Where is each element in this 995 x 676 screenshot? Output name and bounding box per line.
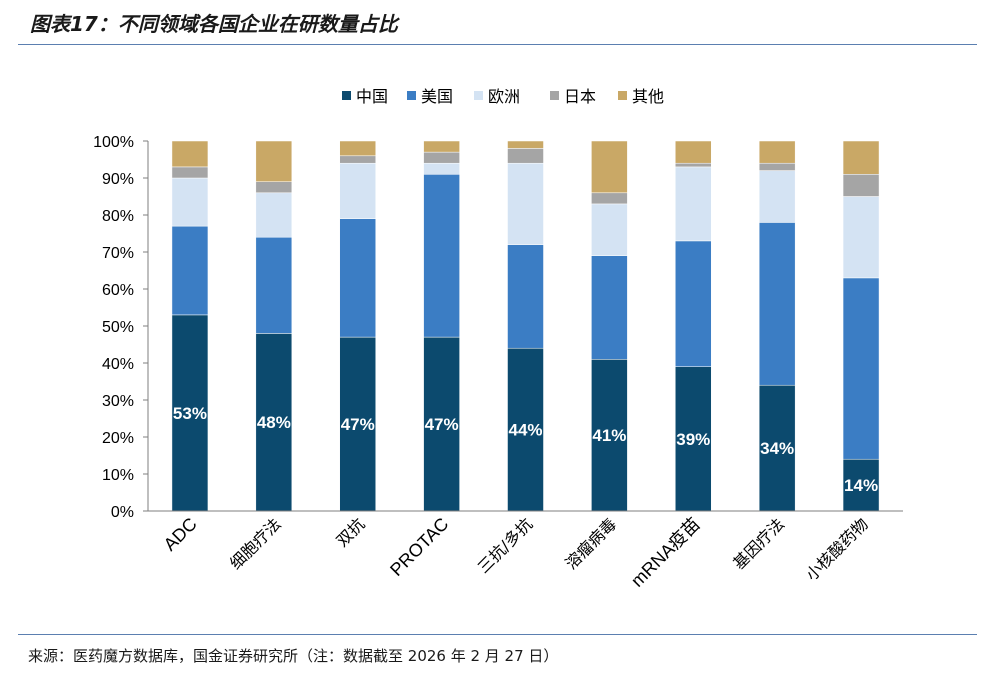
legend-label: 日本 [564,87,596,106]
legend-label: 其他 [632,87,664,106]
x-category-label: ADC [160,514,201,555]
bar-segment [675,162,712,168]
x-category-label: mRNA疫苗 [627,514,704,591]
y-tick-label: 50% [102,319,134,336]
bar-segment [423,336,460,512]
bar-segment [255,333,293,512]
y-tick-label: 60% [102,282,134,299]
x-axis: ADC 细胞疗法 双抗 PROTAC 三抗/多抗 溶瘤病毒 mRNA疫苗 基因疗法 小核酸药物 [148,510,903,591]
bar-segment [675,366,712,512]
bar-segment [171,140,209,168]
x-category-label: 基因疗法 [729,514,788,573]
x-category-label: 小核酸药物 [802,514,872,584]
stacked-bar-chart: 中国 美国 欧洲 日本 其他 0% 10% 20% 30% 40% 50% 60% 70% 80% 90%… [93,87,903,591]
bar-segment [675,240,712,367]
legend-label: 中国 [356,87,388,106]
y-tick-label: 80% [102,208,134,225]
legend-swatch [342,91,351,100]
x-category-label: 细胞疗法 [226,514,285,573]
data-label: 34% [760,439,794,458]
bar-segment [842,140,880,175]
x-category-label: 三抗/多抗 [474,514,537,577]
bar-segment [842,174,880,197]
bar-segment [842,277,880,460]
bar-segment [507,244,544,349]
bar-segment [255,192,293,238]
legend-label: 欧洲 [488,87,520,106]
bar-segment [591,255,628,360]
bar-segment [255,236,293,334]
bar-segment [339,140,376,157]
bar-segment [339,336,376,512]
bar-segment [842,458,880,512]
data-label: 14% [844,476,878,495]
bar-segment [758,384,796,512]
bar-segment [423,162,460,175]
bar-segment [758,162,796,171]
y-tick-label: 30% [102,393,134,410]
bar-segment [255,140,293,182]
bar-segment [339,218,376,338]
bar-segment [758,170,796,223]
bar-segment [591,203,628,256]
legend-label: 美国 [421,87,453,106]
bar-segment [423,151,460,164]
y-tick-label: 20% [102,430,134,447]
bar-segment [842,196,880,279]
bar-segment [507,140,544,149]
legend-swatch [618,91,627,100]
bar-segment [423,140,460,153]
bar-segment [507,148,544,164]
bar-segment [339,162,376,219]
data-label: 47% [341,415,375,434]
data-label: 39% [676,430,710,449]
bar-segment [171,166,209,179]
y-tick-label: 40% [102,356,134,373]
data-label: 47% [425,415,459,434]
bar-segment [507,162,544,245]
legend-swatch [407,91,416,100]
bar-segment [423,174,460,338]
bar-segment [255,181,293,194]
bar-segment [171,225,209,316]
data-label: 53% [173,404,207,423]
data-label: 48% [257,413,291,432]
bar-segment [675,140,712,164]
x-category-label: 溶瘤病毒 [562,514,621,573]
figure-title: 图表17：不同领域各国企业在研数量占比 [30,12,398,36]
bar-segment [758,222,796,386]
legend: 中国 美国 欧洲 日本 其他 [342,87,664,106]
bar-segment [171,177,209,227]
bar-segment [171,314,209,512]
bar-segment [339,155,376,164]
y-tick-label: 100% [93,134,134,151]
y-axis: 0% 10% 20% 30% 40% 50% 60% 70% 80% 90% 100% [93,134,149,521]
data-labels: 53% 48% 47% 47% 44% 41% 39% 34% 14% [173,404,878,495]
y-tick-label: 70% [102,245,134,262]
bars [171,140,880,512]
x-category-label: PROTAC [386,514,452,580]
legend-swatch [550,91,559,100]
bar-segment [591,140,628,194]
bar-segment [675,166,712,242]
y-tick-label: 10% [102,467,134,484]
y-tick-label: 90% [102,171,134,188]
data-label: 41% [592,426,626,445]
bar-segment [591,192,628,205]
data-label: 44% [508,421,542,440]
top-divider [18,44,977,45]
bottom-divider [18,634,977,635]
source-note: 来源：医药魔方数据库，国金证券研究所（注：数据截至 2026 年 2 月 27 … [28,647,559,665]
x-category-label: 双抗 [332,514,368,550]
bar-segment [507,347,544,512]
y-tick-label: 0% [111,504,134,521]
legend-swatch [474,91,483,100]
bar-segment [758,140,796,164]
